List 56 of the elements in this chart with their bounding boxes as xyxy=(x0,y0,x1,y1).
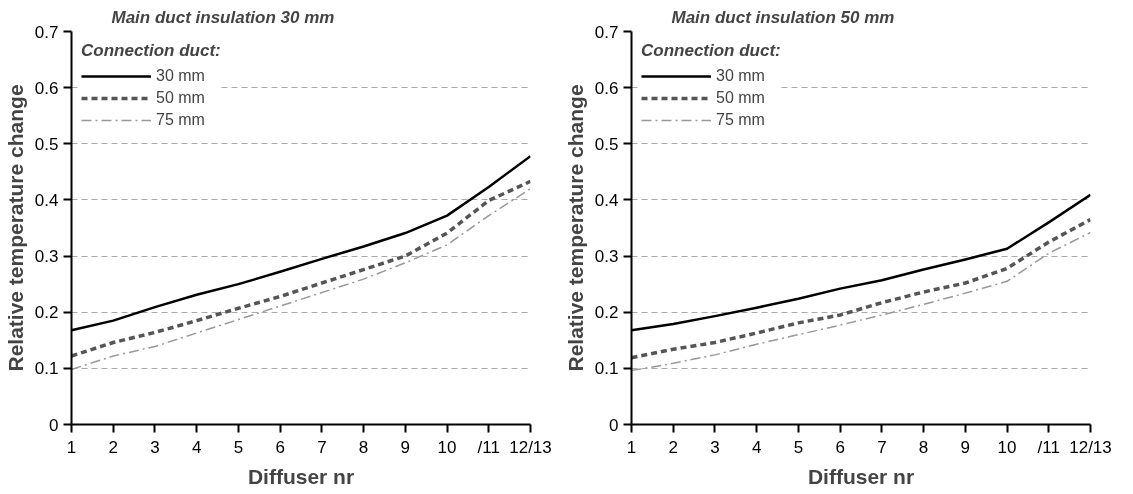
y-tick-label: 0.5 xyxy=(594,134,619,154)
x-tick-label: 10 xyxy=(437,437,457,457)
x-tick-label: 4 xyxy=(191,437,202,457)
x-tick-label: 8 xyxy=(918,437,929,457)
legend-label: 30 mm xyxy=(716,67,765,85)
line-series xyxy=(631,231,1091,372)
y-tick-label: 0.4 xyxy=(594,190,619,210)
x-tick-label: 12/13 xyxy=(1069,437,1112,457)
y-tick-label: 0.7 xyxy=(594,22,619,42)
y-tick-label: 0.1 xyxy=(594,359,619,379)
x-tick-label: 2 xyxy=(108,437,118,457)
x-tick-label: 1 xyxy=(66,437,77,457)
x-axis-title: Diffuser nr xyxy=(247,464,355,488)
x-axis-title: Diffuser nr xyxy=(807,464,915,488)
x-tick-label: /11 xyxy=(477,437,500,457)
y-axis-title: Relative temperature change xyxy=(563,84,587,372)
chart-title: Main duct insulation 30 mm xyxy=(111,7,335,27)
legend-label: 50 mm xyxy=(716,89,765,107)
x-tick-label: 8 xyxy=(358,437,369,457)
legend-label: 75 mm xyxy=(156,111,205,129)
x-tick-label: 12/13 xyxy=(509,437,552,457)
x-tick-label: 10 xyxy=(997,437,1017,457)
x-tick-label: 5 xyxy=(793,437,804,457)
y-tick-label: 0.6 xyxy=(594,78,619,98)
legend-label: 50 mm xyxy=(156,89,205,107)
legend-title: Connection duct: xyxy=(641,41,781,61)
y-tick-label: 0.6 xyxy=(34,78,59,98)
legend-title: Connection duct: xyxy=(81,41,221,61)
y-tick-label: 0 xyxy=(49,415,59,435)
line-series xyxy=(631,217,1091,360)
y-tick-label: 0.7 xyxy=(34,22,59,42)
x-tick-label: 9 xyxy=(400,437,411,457)
x-tick-label: 6 xyxy=(275,437,285,457)
x-tick-label: /11 xyxy=(1037,437,1060,457)
x-tick-label: 3 xyxy=(150,437,160,457)
chart-title: Main duct insulation 50 mm xyxy=(671,7,895,27)
y-axis-title: Relative temperature change xyxy=(3,84,27,372)
x-tick-label: 4 xyxy=(751,437,762,457)
x-tick-label: 9 xyxy=(960,437,971,457)
y-tick-label: 0.2 xyxy=(594,303,619,323)
y-tick-label: 0.3 xyxy=(594,247,619,267)
x-tick-label: 3 xyxy=(710,437,720,457)
y-tick-label: 0.4 xyxy=(34,190,59,210)
y-tick-label: 0.3 xyxy=(34,247,59,267)
x-tick-label: 2 xyxy=(668,437,678,457)
y-tick-label: 0.1 xyxy=(34,359,59,379)
legend-label: 75 mm xyxy=(716,111,765,129)
y-tick-label: 0.2 xyxy=(34,303,59,323)
y-tick-label: 0.5 xyxy=(34,134,59,154)
x-tick-label: 6 xyxy=(835,437,845,457)
x-tick-label: 5 xyxy=(233,437,244,457)
x-tick-label: 7 xyxy=(877,437,887,457)
x-tick-label: 1 xyxy=(626,437,637,457)
x-tick-label: 7 xyxy=(317,437,327,457)
legend-label: 30 mm xyxy=(156,67,205,85)
y-tick-label: 0 xyxy=(609,415,619,435)
